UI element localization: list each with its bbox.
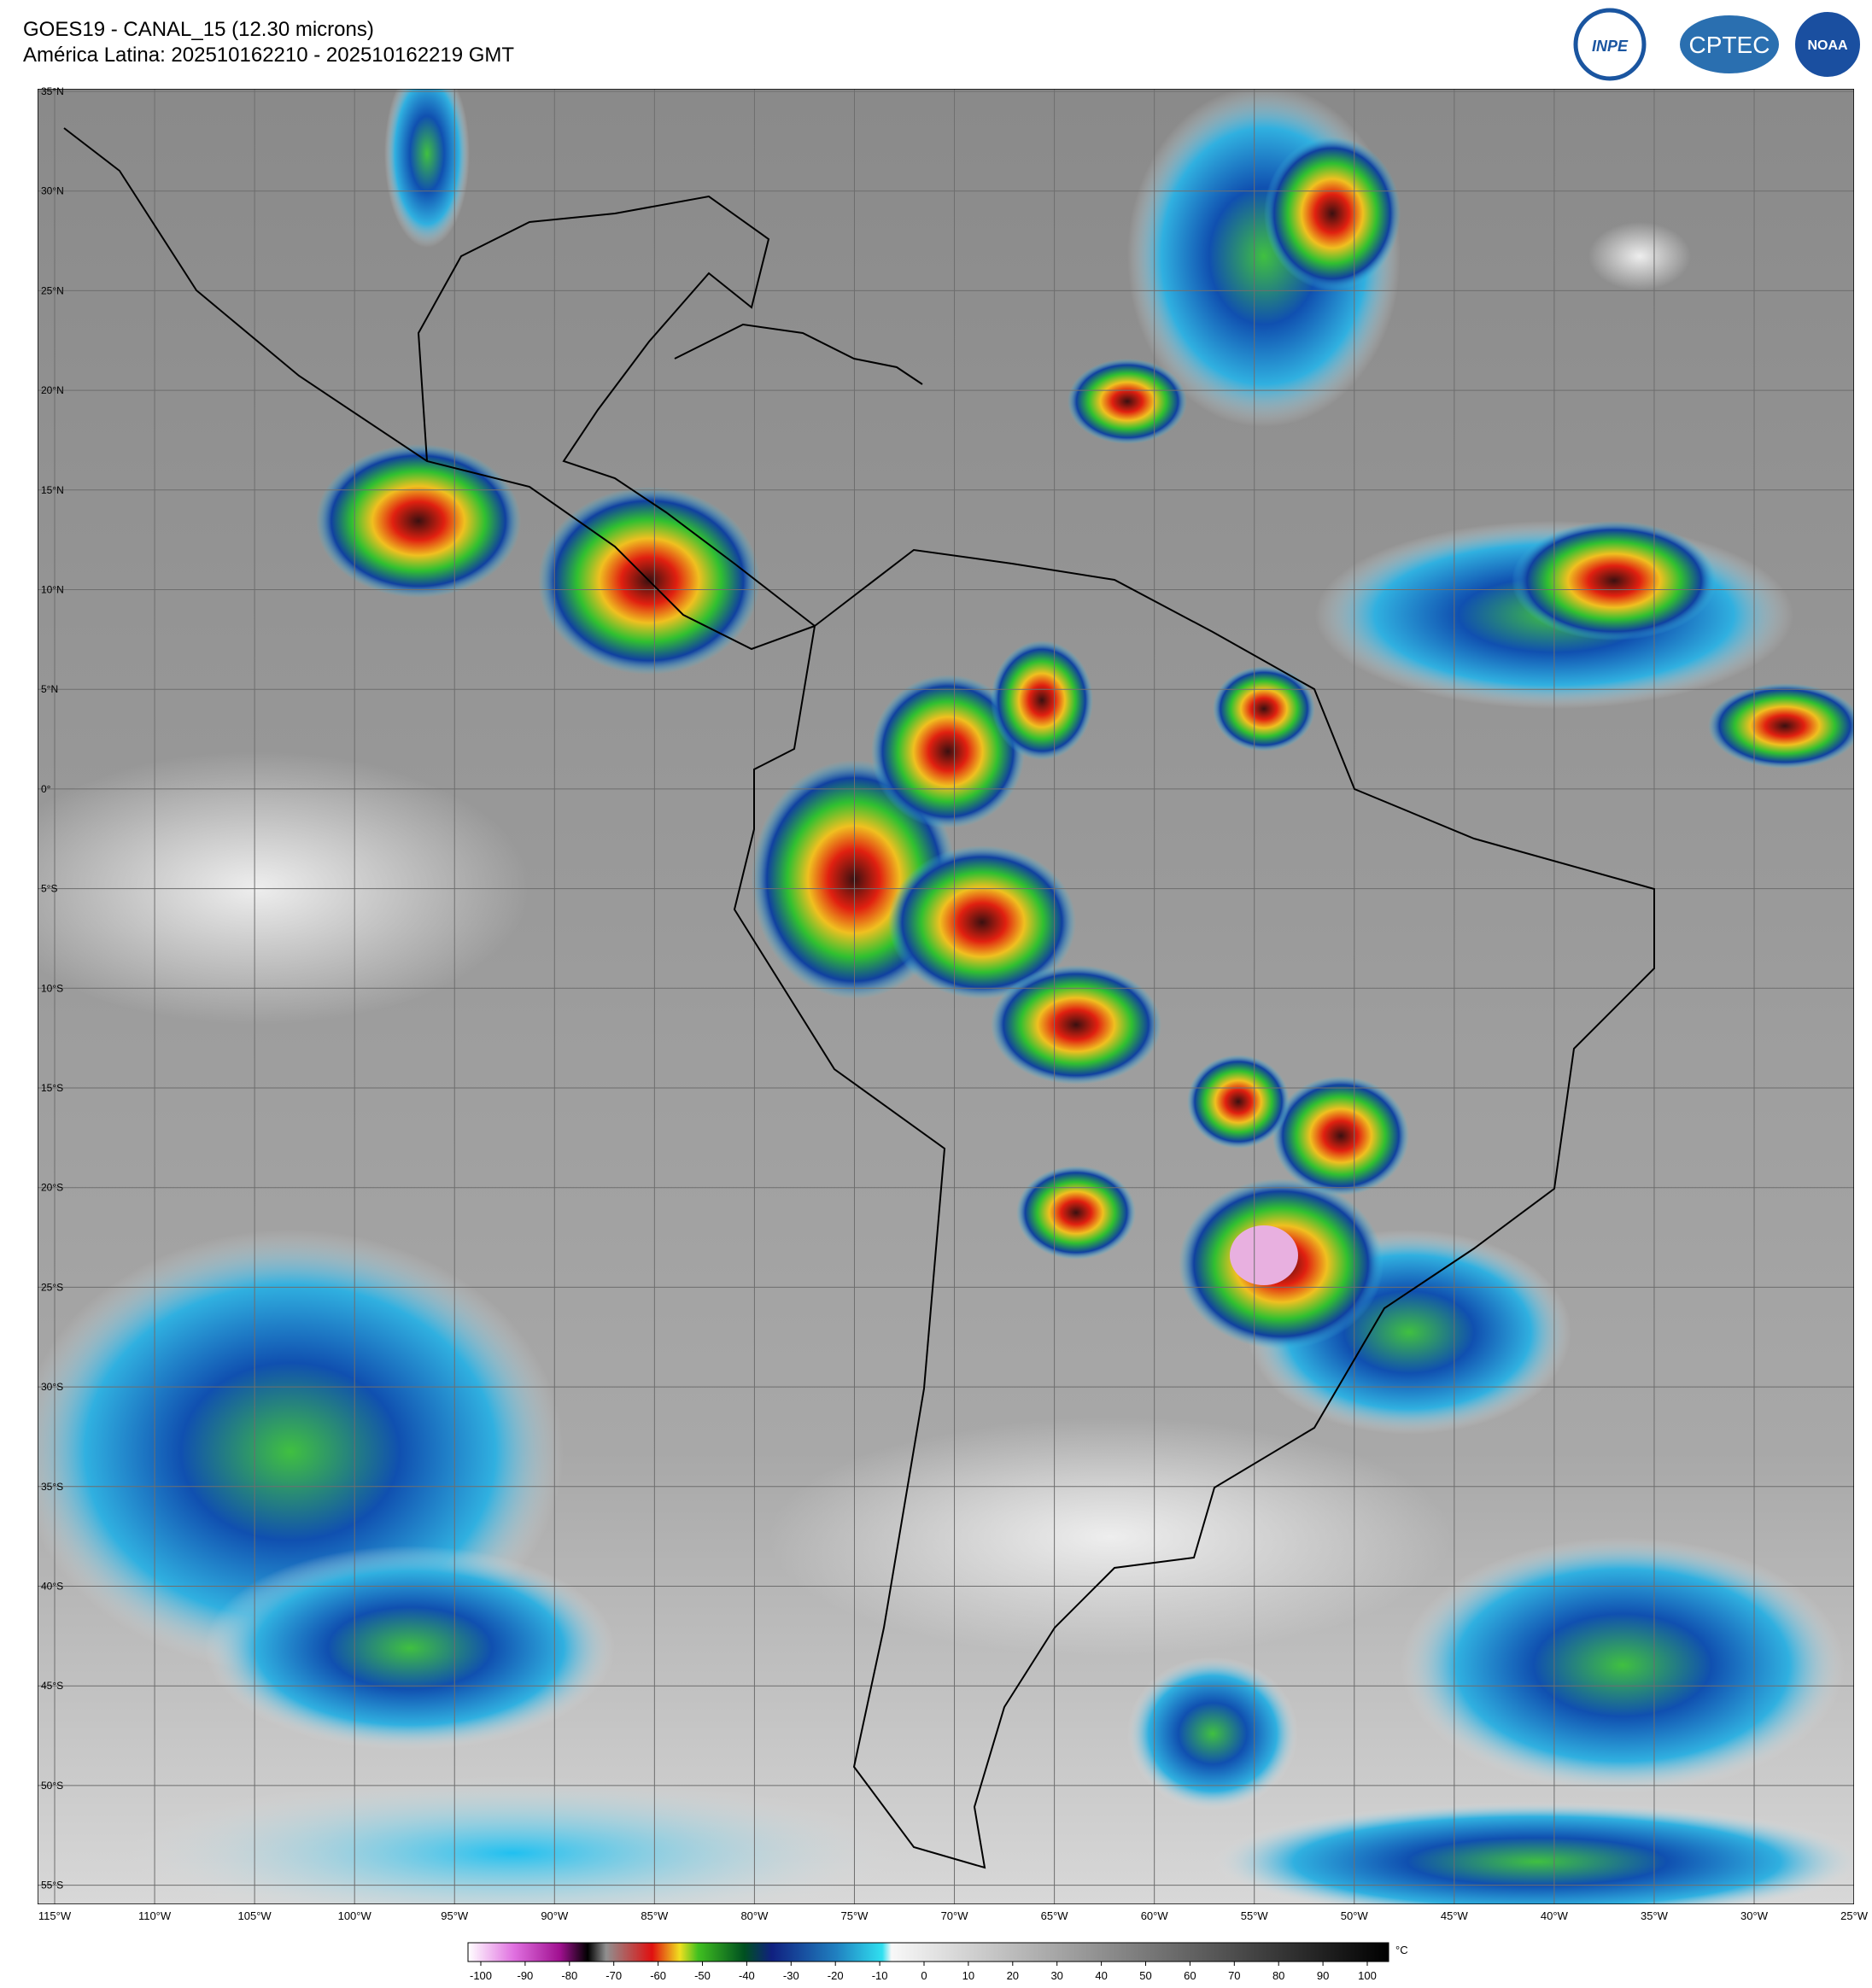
longitude-label: 65°W xyxy=(1041,1909,1069,1922)
colorbar-tick-label: 70 xyxy=(1228,1969,1240,1982)
title: GOES19 - CANAL_15 (12.30 microns) xyxy=(23,18,374,41)
longitude-label: 80°W xyxy=(740,1909,769,1922)
colorbar-tick-label: -50 xyxy=(694,1969,711,1982)
longitude-label: 95°W xyxy=(441,1909,469,1922)
latitude-label: 0° xyxy=(41,783,51,795)
latitude-label: 20°N xyxy=(41,384,64,396)
colorbar-tick-label: 100 xyxy=(1358,1969,1377,1982)
latitude-label: 5°S xyxy=(41,883,57,895)
inpe-logo xyxy=(1573,8,1647,81)
longitude-labels: 115°W 110°W 105°W 100°W 95°W 90°W 85°W 80°W 75°W… xyxy=(38,1909,1869,1922)
colorbar-tick-label: -90 xyxy=(518,1969,534,1982)
subtitle: América Latina: 202510162210 - 202510162… xyxy=(23,44,514,67)
latitude-label: 10°S xyxy=(41,982,63,994)
longitude-label: 100°W xyxy=(338,1909,372,1922)
logos: INPE CPTEC NOAA xyxy=(1573,8,1863,81)
colorbar-tick-label: -20 xyxy=(828,1969,844,1982)
latitude-label: 45°S xyxy=(41,1680,63,1692)
colorbar-tick-label: -70 xyxy=(605,1969,622,1982)
latitude-label: 25°N xyxy=(41,284,64,296)
longitude-label: 45°W xyxy=(1441,1909,1469,1922)
central-america-coast xyxy=(63,127,816,651)
map xyxy=(38,89,1854,1904)
latitude-label: 15°N xyxy=(41,484,64,496)
longitude-label: 35°W xyxy=(1641,1909,1669,1922)
cptec-logo xyxy=(1680,15,1779,73)
latitude-label: 55°S xyxy=(41,1880,63,1892)
south-america-coast xyxy=(733,548,1655,1869)
longitude-label: 25°W xyxy=(1840,1909,1869,1922)
cloud-field xyxy=(38,89,1854,1904)
colorbar-tick-label: 10 xyxy=(962,1969,974,1982)
longitude-label: 70°W xyxy=(941,1909,969,1922)
graticule xyxy=(38,89,1854,1904)
noaa-logo xyxy=(1792,9,1863,80)
latitude-label: 35°N xyxy=(41,85,64,97)
colorbar-tick-label: -30 xyxy=(783,1969,799,1982)
colorbar-tick-label: 80 xyxy=(1272,1969,1284,1982)
latitude-label: 15°S xyxy=(41,1082,63,1094)
longitude-label: 85°W xyxy=(641,1909,669,1922)
colorbar-tick-label: -60 xyxy=(650,1969,666,1982)
colorbar-tick-label: 60 xyxy=(1184,1969,1196,1982)
longitude-label: 30°W xyxy=(1740,1909,1769,1922)
inpe-text: INPE xyxy=(1592,38,1629,55)
latitude-labels: 35°N 30°N 25°N 20°N 15°N 10°N 5°N 0° 5°S 10°S 15°S… xyxy=(41,85,64,1892)
colorbar-tick-label: 40 xyxy=(1095,1969,1107,1982)
colorbar-tick-label: 90 xyxy=(1317,1969,1329,1982)
noaa-text: NOAA xyxy=(1807,38,1848,53)
colorbar-tick-label: -100 xyxy=(470,1969,492,1982)
latitude-label: 5°N xyxy=(41,683,58,695)
longitude-label: 40°W xyxy=(1541,1909,1569,1922)
colorbar-tick-label: 50 xyxy=(1139,1969,1151,1982)
longitude-label: 60°W xyxy=(1141,1909,1169,1922)
colorbar-tick-label: 30 xyxy=(1050,1969,1062,1982)
latitude-label: 20°S xyxy=(41,1182,63,1194)
longitude-label: 90°W xyxy=(541,1909,569,1922)
latitude-label: 30°S xyxy=(41,1381,63,1393)
colorbar-tick-label: 0 xyxy=(921,1969,927,1982)
latitude-label: 35°S xyxy=(41,1481,63,1493)
colorbar: -100 -90 -80 -70 -60 -50 -40 -30 -20 -10 0 10 20 30 40… xyxy=(467,1942,1408,1982)
longitude-label: 105°W xyxy=(238,1909,272,1922)
longitude-label: 50°W xyxy=(1341,1909,1369,1922)
colorbar-tick-label: -10 xyxy=(872,1969,888,1982)
latitude-label: 10°N xyxy=(41,584,64,596)
latitude-label: 40°S xyxy=(41,1581,63,1593)
colorbar-unit: °C xyxy=(1395,1944,1408,1956)
colorbar-tick-label: 20 xyxy=(1007,1969,1019,1982)
longitude-label: 115°W xyxy=(38,1909,72,1922)
latitude-label: 50°S xyxy=(41,1780,63,1792)
colorbar-tick-label: -40 xyxy=(739,1969,755,1982)
latitude-label: 25°S xyxy=(41,1281,63,1293)
caribbean-islands xyxy=(674,323,923,385)
colorbar-scale xyxy=(467,1942,1389,1962)
latitude-label: 30°N xyxy=(41,185,64,197)
colorbar-ticks: -100 -90 -80 -70 -60 -50 -40 -30 -20 -10 0 10 20 30 40… xyxy=(470,1962,1377,1982)
colorbar-tick-label: -80 xyxy=(561,1969,577,1982)
cptec-text: CPTEC xyxy=(1689,32,1770,58)
longitude-label: 55°W xyxy=(1241,1909,1269,1922)
longitude-label: 110°W xyxy=(138,1909,172,1922)
longitude-label: 75°W xyxy=(841,1909,869,1922)
